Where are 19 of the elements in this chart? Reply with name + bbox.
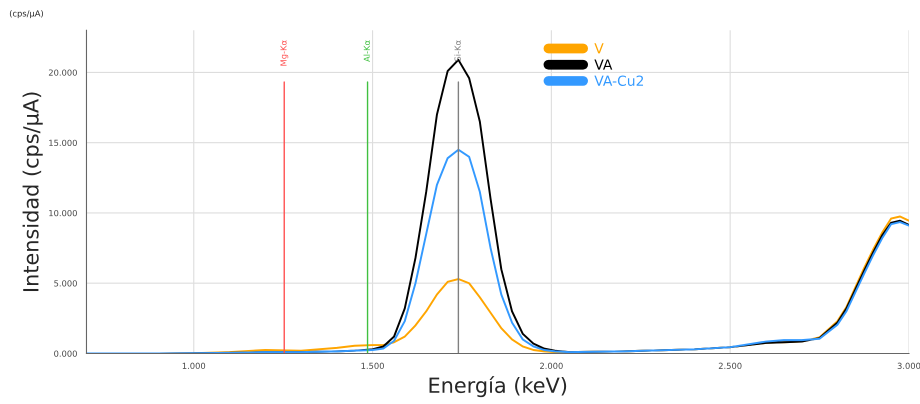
ref-line-label: Mg-Kα — [280, 40, 288, 66]
x-tick-label: 3.000 — [898, 362, 920, 369]
ref-line-label: Al-Kα — [364, 40, 370, 62]
y-tick-label: 5.000 — [54, 280, 77, 287]
y-axis-title: Intensidad (cps/μA) — [22, 92, 43, 292]
legend-label: VA-Cu2 — [594, 75, 644, 86]
ref-line-label: Si-Kα — [454, 40, 461, 62]
y-tick-label: 15.000 — [49, 140, 77, 146]
x-tick-label: 1.500 — [362, 362, 384, 369]
x-tick-label: 2.000 — [540, 362, 563, 369]
y-tick-label: 0.000 — [54, 350, 77, 357]
x-tick-label: 1.000 — [182, 362, 206, 369]
text: (cps/μA) — [10, 10, 44, 18]
legend-label: VA — [594, 59, 612, 70]
y-tick-label: 10.000 — [49, 210, 77, 216]
x-axis-title: Energía (keV) — [430, 376, 566, 398]
x-tick-label: 2.500 — [718, 362, 742, 369]
legend-label: V — [594, 43, 604, 54]
y-tick-label: 20.000 — [48, 69, 77, 76]
